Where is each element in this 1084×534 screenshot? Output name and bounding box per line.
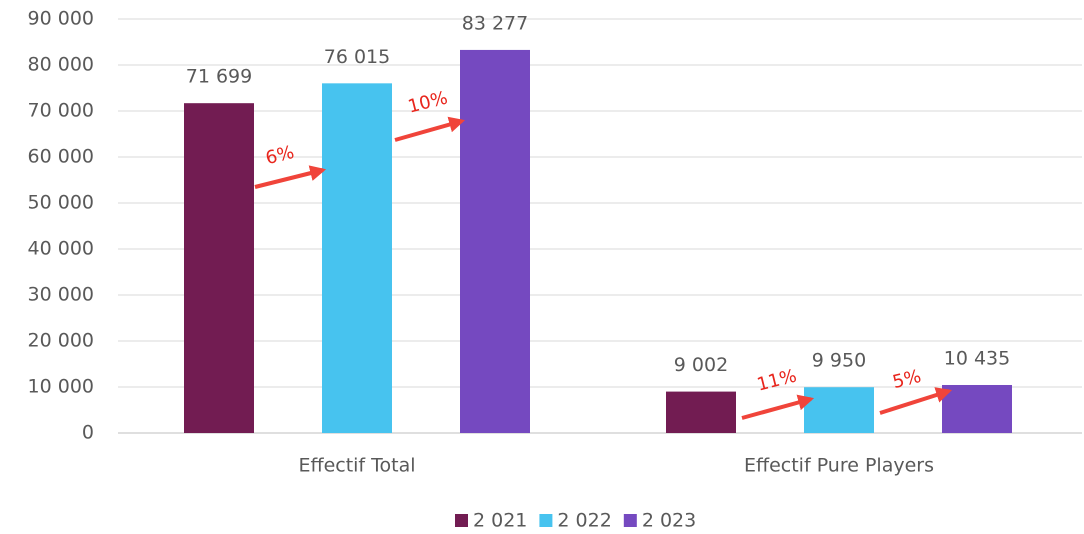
data-label: 83 277	[462, 12, 528, 34]
y-tick-label: 20 000	[28, 330, 94, 352]
legend-label: 2 021	[473, 510, 527, 532]
x-tick-label: Effectif Total	[298, 455, 415, 477]
bar	[942, 384, 1012, 433]
y-tick-label: 0	[82, 422, 94, 444]
annotation: 11%	[755, 365, 799, 395]
y-tick-label: 50 000	[28, 192, 94, 214]
bar	[804, 387, 874, 433]
y-tick-label: 70 000	[28, 100, 94, 122]
y-tick-label: 90 000	[28, 8, 94, 30]
y-tick-label: 30 000	[28, 284, 94, 306]
legend-label: 2 022	[557, 510, 611, 532]
data-label: 10 435	[944, 347, 1010, 369]
arrow	[879, 387, 953, 415]
annotation: 6%	[263, 142, 296, 169]
legend-swatch	[623, 514, 637, 527]
data-label: 71 699	[186, 66, 252, 88]
bar	[184, 103, 254, 433]
arrow	[741, 394, 815, 420]
bar	[666, 391, 736, 433]
x-tick-label: Effectif Pure Players	[744, 455, 934, 477]
legend-label: 2 023	[642, 510, 696, 532]
legend-swatch	[455, 514, 468, 527]
annotation: 5%	[890, 366, 923, 393]
y-tick-label: 80 000	[28, 54, 94, 76]
legend-swatch	[539, 514, 553, 527]
bar	[322, 83, 392, 434]
arrow	[394, 116, 466, 142]
data-label: 76 015	[324, 46, 390, 68]
data-label: 9 950	[812, 350, 866, 372]
arrow	[254, 165, 327, 189]
annotation: 10%	[406, 87, 450, 117]
y-tick-label: 60 000	[28, 146, 94, 168]
y-tick-label: 40 000	[28, 238, 94, 260]
bar	[460, 49, 530, 433]
data-label: 9 002	[674, 354, 728, 376]
y-tick-label: 10 000	[28, 376, 94, 398]
